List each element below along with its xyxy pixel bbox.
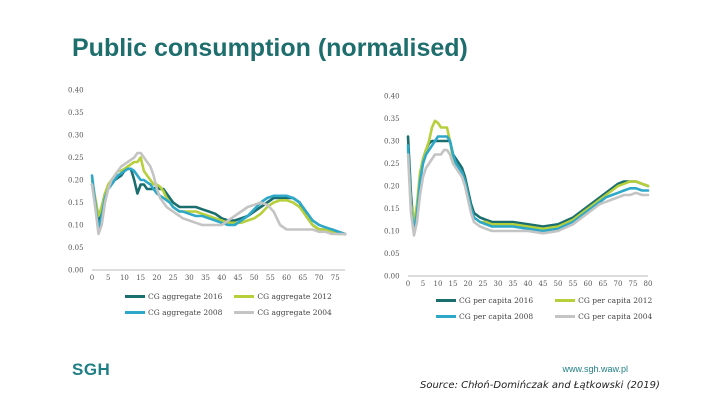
left-legend-item: CG aggregate 2016: [125, 292, 222, 301]
left-y-tick-label: 0.25: [68, 154, 84, 162]
right-legend-label: CG per capita 2008: [459, 312, 534, 321]
left-x-tick-label: 30: [185, 274, 194, 282]
website-url: www.sgh.waw.pl: [562, 364, 628, 374]
left-legend-item: CG aggregate 2012: [234, 292, 332, 301]
right-legend-swatch: [436, 315, 456, 318]
right-y-tick-label: 0.05: [384, 250, 400, 258]
legend-left-row-2: CG aggregate 2008 CG aggregate 2004: [125, 308, 332, 317]
right-x-tick-label: 25: [479, 280, 488, 288]
right-y-tick-label: 0.00: [384, 273, 400, 281]
left-y-tick-label: 0.35: [68, 109, 84, 117]
right-x-tick-label: 10: [434, 280, 443, 288]
left-x-tick-label: 40: [217, 274, 226, 282]
left-x-tick-label: 10: [120, 274, 129, 282]
right-x-tick-label: 65: [599, 280, 608, 288]
left-y-tick-label: 0.00: [68, 267, 84, 275]
right-y-tick-label: 0.10: [384, 228, 400, 236]
left-x-tick-label: 45: [234, 274, 243, 282]
right-x-tick-label: 55: [569, 280, 578, 288]
right-y-tick-label: 0.35: [384, 115, 400, 123]
left-legend-swatch: [234, 295, 255, 298]
left-x-tick-label: 55: [266, 274, 275, 282]
right-legend-item: CG per capita 2012: [555, 296, 652, 305]
chart-aggregate: 0.00 0.05 0.10 0.15 0.20 0.25 0.30 0.35 0.40 0 5 10…: [68, 87, 347, 282]
left-y-tick-label: 0.15: [68, 199, 84, 207]
right-x-tick-label: 50: [554, 280, 563, 288]
right-legend-label: CG per capita 2004: [578, 312, 653, 321]
chart-per-capita: 0.00 0.05 0.10 0.15 0.20 0.25 0.30 0.35 0.40 0 5 10…: [384, 93, 653, 289]
left-y-tick-label: 0.20: [68, 177, 84, 185]
legend-right-row-2: CG per capita 2008 CG per capita 2004: [436, 312, 652, 321]
right-x-tick-label: 40: [524, 280, 533, 288]
source-note: Source: Chłoń-Domińczak and Łątkowski (2…: [420, 380, 660, 391]
right-x-tick-label: 30: [494, 280, 503, 288]
legend-left-row-1: CG aggregate 2016 CG aggregate 2012: [125, 292, 332, 301]
left-series-line-4: [90, 151, 347, 236]
left-x-tick-label: 70: [315, 274, 324, 282]
left-x-tick-label: 25: [169, 274, 178, 282]
right-y-tick-label: 0.25: [384, 160, 400, 168]
right-legend-item: CG per capita 2008: [436, 312, 533, 321]
left-x-tick-label: 60: [282, 274, 291, 282]
right-y-tick-label: 0.30: [384, 138, 400, 146]
left-legend-label: CG aggregate 2008: [148, 308, 223, 317]
left-legend-swatch: [125, 311, 145, 314]
right-x-tick-label: 20: [464, 280, 473, 288]
right-y-tick-label: 0.40: [384, 93, 400, 101]
left-series-line-3: [90, 167, 347, 236]
right-x-tick-label: 35: [509, 280, 518, 288]
right-y-tick-label: 0.20: [384, 183, 400, 191]
sgh-logo: SGH: [72, 360, 111, 379]
left-legend-label: CG aggregate 2004: [257, 308, 332, 317]
right-x-tick-label: 45: [539, 280, 548, 288]
right-legend-swatch: [555, 315, 576, 318]
right-x-tick-label: 0: [406, 280, 410, 288]
right-x-tick-label: 60: [584, 280, 593, 288]
right-x-tick-label: 80: [644, 280, 653, 288]
left-y-tick-label: 0.05: [68, 244, 84, 252]
left-x-tick-label: 15: [136, 274, 145, 282]
right-legend-label: CG per capita 2012: [578, 296, 653, 305]
left-x-tick-label: 50: [250, 274, 259, 282]
left-x-tick-label: 0: [90, 274, 94, 282]
left-legend-swatch: [125, 295, 145, 298]
left-x-tick-label: 20: [152, 274, 161, 282]
right-legend-label: CG per capita 2016: [459, 296, 534, 305]
right-x-tick-label: 5: [421, 280, 425, 288]
right-x-tick-label: 70: [614, 280, 623, 288]
right-series-line-4: [406, 148, 650, 237]
left-y-tick-label: 0.30: [68, 132, 84, 140]
right-legend-swatch: [436, 299, 456, 302]
right-x-tick-label: 75: [629, 280, 638, 288]
left-x-tick-label: 5: [106, 274, 110, 282]
left-y-tick-label: 0.10: [68, 222, 84, 230]
left-x-tick-label: 75: [331, 274, 340, 282]
left-legend-item: CG aggregate 2008: [125, 308, 222, 317]
right-legend-item: CG per capita 2004: [555, 312, 652, 321]
right-legend-swatch: [555, 299, 576, 302]
left-legend-item: CG aggregate 2004: [234, 308, 332, 317]
left-legend-label: CG aggregate 2016: [148, 292, 223, 301]
left-legend-swatch: [234, 311, 255, 314]
legend-right-row-1: CG per capita 2016 CG per capita 2012: [436, 296, 652, 305]
right-legend-item: CG per capita 2016: [436, 296, 533, 305]
left-x-tick-label: 35: [201, 274, 210, 282]
page-title: Public consumption (normalised): [72, 34, 468, 62]
left-series-line-1: [90, 167, 347, 236]
right-y-tick-label: 0.15: [384, 205, 400, 213]
right-x-tick-label: 15: [449, 280, 458, 288]
left-y-tick-label: 0.40: [68, 87, 84, 95]
left-legend-label: CG aggregate 2012: [257, 292, 332, 301]
left-x-tick-label: 65: [298, 274, 307, 282]
